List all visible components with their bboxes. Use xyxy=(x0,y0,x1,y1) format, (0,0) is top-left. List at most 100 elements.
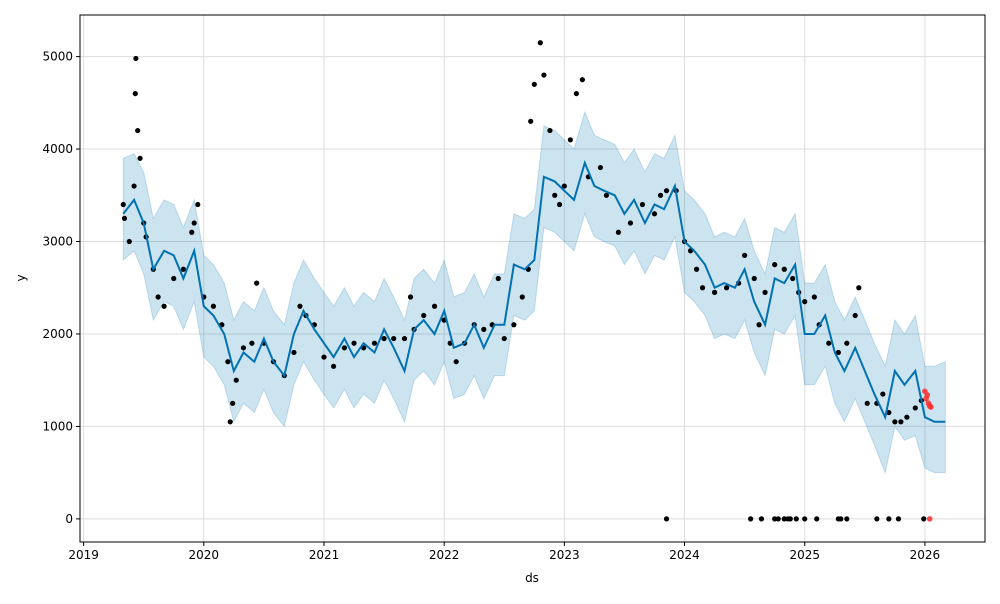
observed-point xyxy=(693,266,700,272)
y-tick-label: 0 xyxy=(65,512,73,526)
observed-point xyxy=(651,211,658,217)
x-axis-label: ds xyxy=(525,571,539,585)
observed-point xyxy=(802,299,808,305)
x-tick-label: 2020 xyxy=(189,548,220,562)
observed-point xyxy=(161,303,167,309)
test-point xyxy=(926,516,933,522)
observed-point xyxy=(781,266,787,272)
observed-point xyxy=(519,294,525,300)
grid-lines xyxy=(80,15,985,542)
observed-point xyxy=(120,201,126,208)
y-axis-label: y xyxy=(14,274,28,281)
observed-point xyxy=(567,137,573,143)
x-tick-label: 2026 xyxy=(910,548,941,562)
test-point xyxy=(928,404,934,410)
test-points xyxy=(922,388,934,522)
observed-point xyxy=(874,516,880,522)
observed-point xyxy=(381,335,387,342)
uncertainty-band xyxy=(122,110,946,475)
observed-point xyxy=(790,275,796,282)
y-axis-ticks: 0 1000 2000 3000 4000 5000 xyxy=(42,50,80,526)
observed-point xyxy=(227,419,233,425)
observed-point xyxy=(230,400,236,406)
observed-point xyxy=(657,192,664,198)
observed-point xyxy=(453,359,459,365)
y-tick-label: 1000 xyxy=(42,419,73,433)
observed-point xyxy=(627,220,634,226)
observed-point xyxy=(758,516,765,522)
observed-point xyxy=(802,516,808,522)
observed-point xyxy=(233,377,239,383)
observed-point xyxy=(844,340,850,346)
observed-point xyxy=(886,409,892,416)
observed-point xyxy=(195,201,201,208)
observed-point xyxy=(341,345,348,351)
observed-point xyxy=(547,127,553,134)
observed-point xyxy=(856,285,862,291)
observed-point xyxy=(137,155,143,161)
observed-point xyxy=(495,275,501,282)
observed-point xyxy=(126,238,132,245)
observed-point xyxy=(880,391,886,397)
observed-point xyxy=(748,516,754,522)
observed-point xyxy=(898,419,904,425)
observed-point xyxy=(501,335,507,342)
observed-point xyxy=(330,363,337,369)
observed-point xyxy=(615,229,622,235)
observed-point xyxy=(210,303,217,309)
observed-point xyxy=(189,229,195,235)
observed-point xyxy=(838,516,844,522)
observed-point xyxy=(133,55,139,62)
test-point xyxy=(924,392,931,398)
observed-point xyxy=(826,340,832,346)
observed-point xyxy=(742,252,748,258)
plot-frame xyxy=(79,14,986,543)
observed-point xyxy=(407,294,414,300)
observed-point xyxy=(793,516,799,522)
x-tick-label: 2022 xyxy=(429,548,460,562)
observed-point xyxy=(528,118,534,124)
observed-point xyxy=(844,516,850,522)
observed-point xyxy=(135,127,141,134)
observed-point xyxy=(240,345,247,351)
observed-point xyxy=(699,285,706,291)
x-tick-label: 2023 xyxy=(549,548,580,562)
observed-point xyxy=(835,349,841,356)
y-tick-label: 3000 xyxy=(42,235,73,249)
observed-point xyxy=(552,192,558,198)
observed-point xyxy=(291,349,297,356)
observed-point xyxy=(155,294,161,300)
x-tick-label: 2024 xyxy=(669,548,700,562)
observed-point xyxy=(597,164,604,171)
x-tick-label: 2021 xyxy=(309,548,340,562)
observed-point xyxy=(431,303,438,309)
observed-point xyxy=(724,285,730,291)
observed-point xyxy=(814,516,820,522)
observed-point xyxy=(573,90,579,97)
observed-point xyxy=(321,354,327,360)
observed-point xyxy=(556,201,563,208)
observed-point xyxy=(663,188,670,194)
observed-point xyxy=(892,419,898,425)
observed-point xyxy=(772,262,778,268)
y-tick-label: 4000 xyxy=(42,142,73,156)
observed-point xyxy=(864,400,870,406)
y-tick-label: 5000 xyxy=(42,50,73,64)
observed-point xyxy=(541,72,547,78)
observed-point xyxy=(579,77,585,83)
observed-point xyxy=(852,312,858,319)
observed-point xyxy=(131,183,137,189)
observed-point xyxy=(421,312,427,319)
observed-point xyxy=(781,516,787,522)
observed-point xyxy=(537,40,543,46)
observed-point xyxy=(751,275,757,282)
observed-point xyxy=(756,322,762,328)
observed-point xyxy=(886,516,892,522)
observed-point xyxy=(171,275,177,282)
observed-point xyxy=(180,266,186,272)
observed-point xyxy=(249,340,255,346)
observed-point xyxy=(811,294,817,300)
observed-point xyxy=(921,516,927,522)
observed-point xyxy=(639,201,646,208)
